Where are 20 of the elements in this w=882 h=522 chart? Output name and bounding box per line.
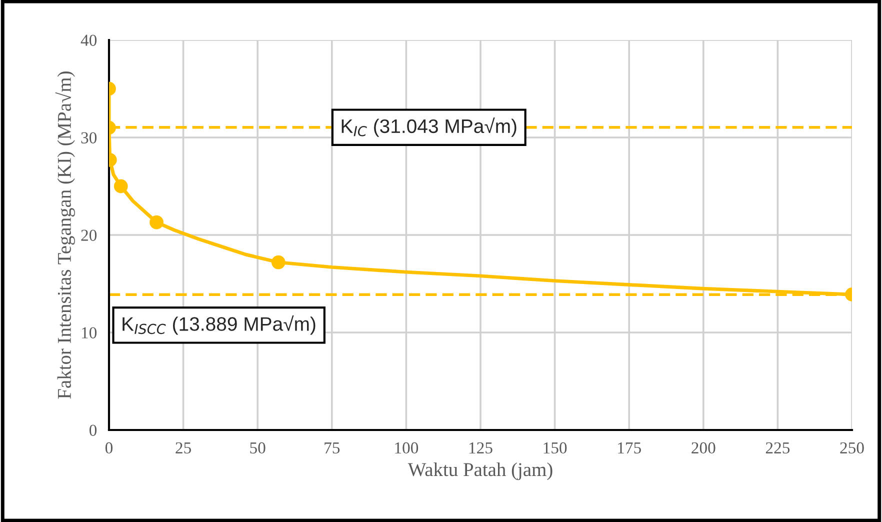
x-tick-label: 250	[840, 442, 864, 454]
y-tick-label: 0	[89, 424, 97, 436]
x-axis-title: Waktu Patah (jam)	[408, 462, 552, 480]
x-tick-label: 25	[176, 442, 191, 454]
x-tick-label: 100	[395, 442, 418, 454]
x-tick-label: 125	[469, 442, 492, 454]
y-tick-label: 20	[81, 230, 97, 241]
ref-line-label: K$_{ISCC}$ (13.889 MPa√m)	[122, 315, 316, 335]
ref-line-label: K$_{IC}$ (31.043 MPa√m)	[342, 118, 516, 137]
x-tick-label: 225	[766, 442, 790, 454]
x-tick-label: 200	[692, 442, 716, 454]
x-tick-label: 50	[250, 442, 266, 454]
x-tick-label: 0	[105, 442, 113, 454]
y-tick-label: 10	[82, 327, 97, 338]
x-tick-label: 150	[544, 442, 567, 454]
x-tick-label: 75	[324, 442, 340, 454]
y-axis-title: Faktor Intensitas Tegangan (KI) (MPa√m)	[55, 72, 75, 399]
x-tick-label: 175	[618, 442, 641, 454]
y-tick-label: 40	[80, 34, 97, 46]
y-tick-label: 30	[81, 132, 97, 144]
